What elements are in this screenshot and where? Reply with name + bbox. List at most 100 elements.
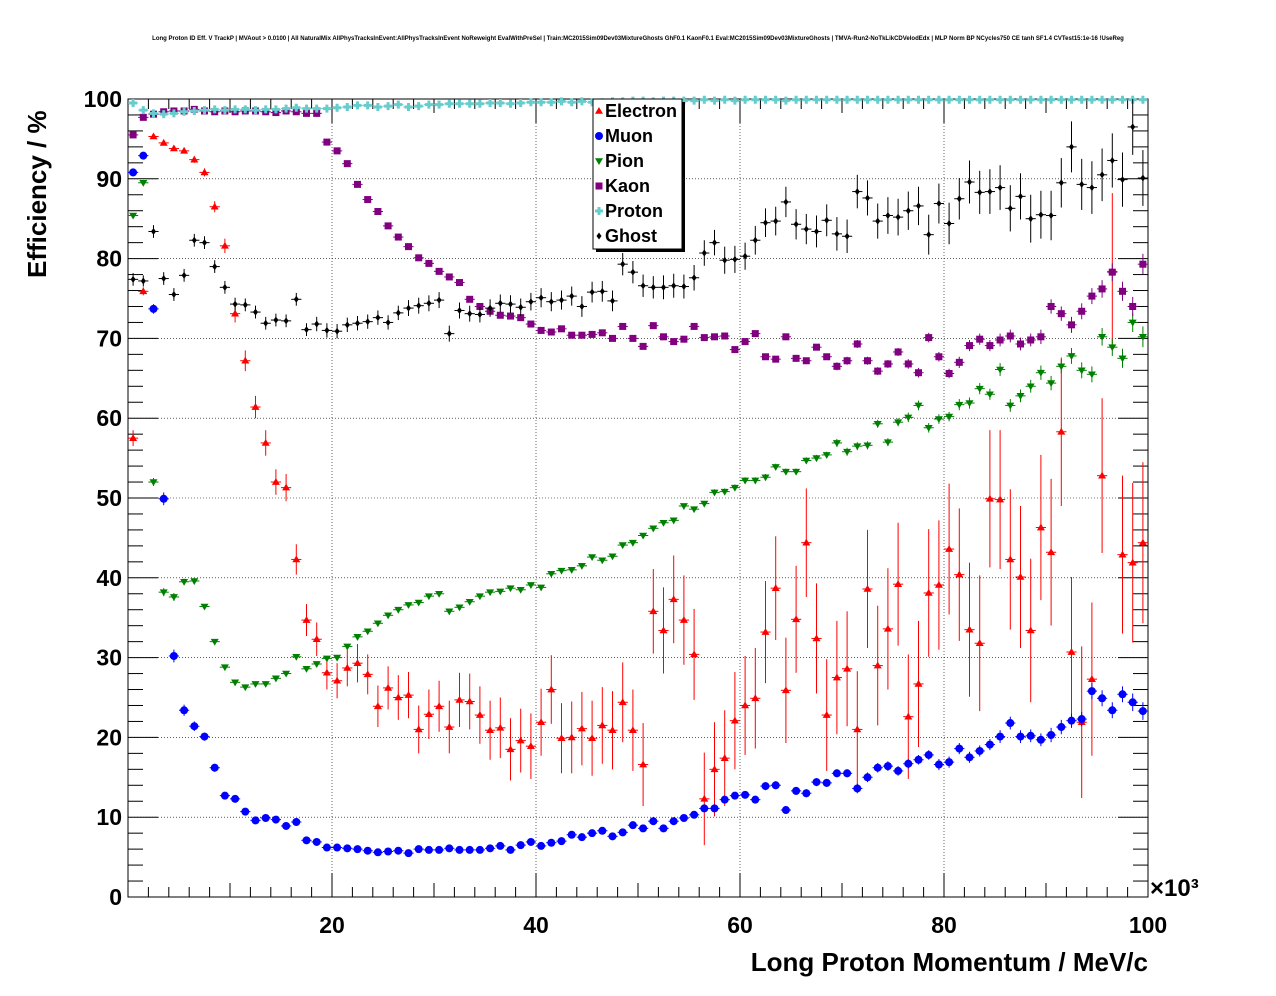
data-point — [333, 654, 342, 662]
data-point — [1047, 302, 1055, 310]
data-point — [975, 639, 984, 647]
data-point — [608, 832, 617, 841]
data-point — [220, 106, 229, 115]
data-point — [353, 101, 362, 110]
legend-marker — [595, 132, 603, 140]
legend-marker — [596, 232, 602, 240]
data-point — [569, 292, 575, 300]
data-point — [955, 744, 964, 753]
data-point — [863, 442, 872, 450]
data-point — [424, 845, 433, 854]
data-point — [639, 532, 648, 540]
y-axis-title: Efficiency / % — [22, 110, 52, 278]
data-point — [129, 131, 137, 139]
data-point — [577, 97, 586, 106]
data-point — [730, 791, 739, 800]
y-tick-label: 0 — [109, 884, 122, 910]
data-point — [588, 98, 597, 107]
data-point — [354, 180, 361, 188]
data-point — [967, 178, 972, 186]
data-point — [477, 310, 483, 318]
data-point — [1007, 204, 1013, 212]
data-point — [925, 334, 933, 342]
data-point — [863, 95, 872, 104]
data-point — [619, 322, 627, 330]
data-point — [894, 580, 903, 587]
data-point — [649, 525, 658, 533]
data-point — [578, 331, 586, 339]
data-point — [140, 277, 146, 285]
data-point — [1026, 626, 1035, 634]
data-point — [802, 457, 811, 465]
data-point — [1047, 548, 1056, 556]
data-point — [405, 243, 412, 251]
data-point — [314, 320, 320, 328]
data-point — [884, 360, 892, 368]
data-point — [1036, 735, 1045, 744]
data-point — [486, 844, 495, 853]
data-point — [130, 275, 136, 283]
data-point — [985, 95, 994, 104]
data-point — [302, 104, 311, 113]
data-point — [1118, 550, 1127, 558]
data-point — [486, 726, 495, 734]
data-point — [679, 616, 688, 623]
data-point — [190, 722, 199, 731]
data-point — [567, 830, 576, 839]
data-point — [1089, 184, 1095, 192]
data-point — [661, 283, 666, 291]
data-point — [761, 95, 770, 104]
data-point — [802, 95, 811, 104]
data-point — [720, 488, 729, 496]
legend-label: Pion — [605, 151, 644, 171]
data-point — [149, 479, 158, 487]
data-point — [965, 400, 974, 408]
data-point — [914, 95, 923, 104]
data-point — [506, 99, 515, 108]
data-point — [679, 813, 688, 822]
data-point — [883, 439, 892, 447]
data-point — [322, 843, 331, 852]
data-point — [445, 844, 454, 853]
data-point — [1077, 367, 1086, 375]
data-point — [465, 845, 474, 854]
data-point — [802, 789, 811, 798]
data-point — [343, 844, 352, 853]
data-point — [639, 824, 648, 833]
data-point — [506, 845, 515, 854]
data-point — [650, 283, 656, 291]
data-point — [435, 267, 443, 275]
data-point — [1006, 555, 1015, 563]
data-point — [190, 155, 199, 163]
data-point — [385, 318, 391, 326]
data-point — [231, 794, 240, 803]
data-point — [832, 769, 841, 778]
data-point — [547, 571, 556, 578]
data-point — [904, 759, 913, 768]
data-point — [200, 106, 209, 115]
data-point — [630, 268, 636, 276]
data-point — [1017, 340, 1024, 348]
data-point — [1138, 538, 1147, 546]
data-point — [934, 760, 943, 769]
y-tick-label: 60 — [96, 405, 122, 431]
data-point — [538, 294, 544, 302]
data-point — [588, 330, 596, 338]
data-point — [700, 794, 709, 802]
data-point — [945, 413, 954, 421]
data-point — [792, 354, 800, 362]
data-point — [445, 99, 454, 108]
data-point — [323, 138, 331, 146]
data-point — [1077, 95, 1086, 104]
data-point — [865, 194, 870, 202]
data-point — [456, 279, 463, 287]
data-point — [424, 100, 433, 109]
data-point — [435, 590, 444, 598]
data-point — [926, 231, 932, 239]
data-point — [159, 110, 168, 119]
data-point — [506, 745, 515, 753]
data-point — [792, 615, 801, 623]
legend-item-muon: Muon — [595, 126, 653, 146]
data-point — [1079, 180, 1085, 188]
data-point — [720, 95, 729, 104]
